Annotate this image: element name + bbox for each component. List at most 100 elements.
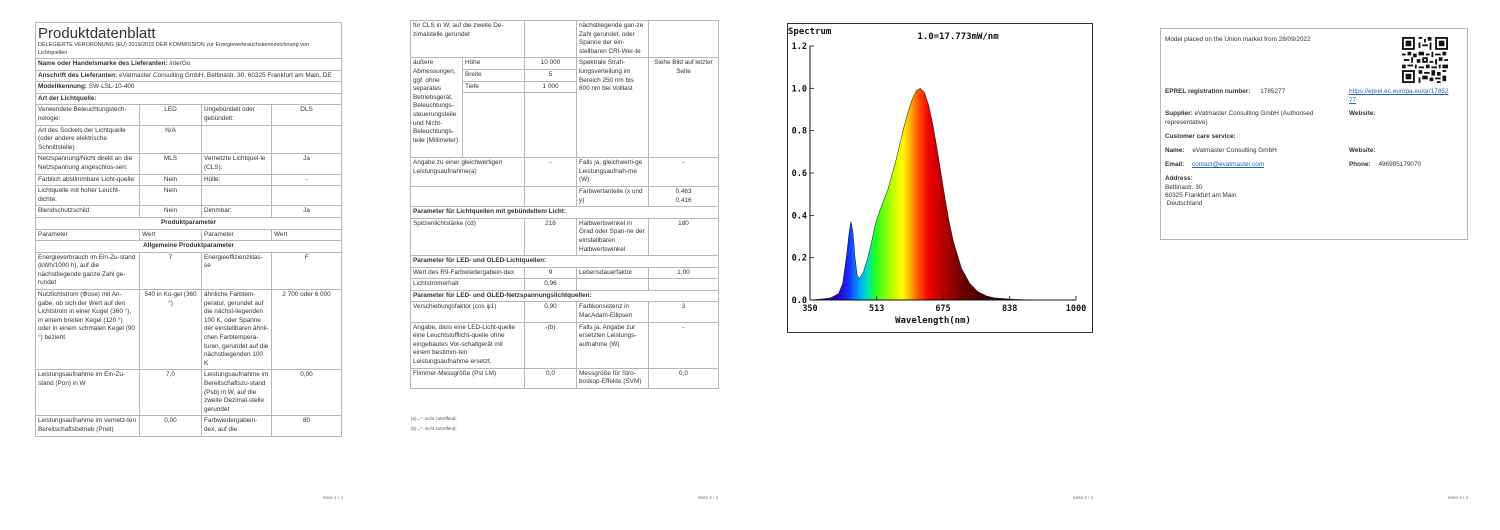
page-footer: Seite 2 / 4 [697, 495, 718, 500]
table-cell: Messgröße für Stro-boskop-Effekte (SVM) [576, 367, 649, 389]
table-cell: Wert des R9-Farbwiedergabein-dex [410, 266, 525, 280]
table-row: Farbwertanteile (x und y) 0,463 0,416 [410, 185, 719, 208]
spectrum-chart: 0.0 0.2 0.4 0.6 0.8 1.0 1.2 350 513 675 838 1000 Spe… [787, 23, 1093, 333]
table-cell: Farbwiedergabein-dex, auf die [201, 415, 272, 437]
page-footer: Seite 4 / 4 [1447, 495, 1468, 500]
x-tick-label: 513 [869, 304, 884, 314]
param-header: Parameter [35, 228, 140, 242]
table-cell: 180 [648, 217, 719, 257]
phone-label: Phone: [1349, 161, 1371, 168]
table-row: Angabe, dass eine LED-Licht-quelle eine … [410, 321, 719, 369]
page-title: Produktdatenblatt [38, 25, 156, 42]
table-cell: Leistungsaufnahme im Ein-Zu-stand (Pon) … [35, 369, 140, 417]
dim-label: Breite [462, 68, 525, 82]
table-cell: Verschiebungsfaktor (cos φ1) [410, 301, 525, 323]
product-datasheet-table-continued: für CLS in W, auf die zweite De-zimalste… [410, 19, 719, 389]
directional-params-header: Parameter für Lichtquellen mit gebündelt… [410, 206, 719, 219]
table-cell [201, 185, 272, 207]
table-row: Verwendete Beleuchtungstech-nologie: LED U… [35, 104, 343, 126]
address-label: Anschrift des Lieferanten: [38, 71, 118, 79]
dim-value: 5 [524, 68, 577, 82]
y-tick-label: 0.2 [792, 254, 807, 264]
supplier-label: Supplier: [1165, 110, 1193, 117]
x-tick-label: 838 [1002, 304, 1017, 314]
table-cell: Farblich abstimmbare Licht-quelle: [35, 173, 140, 187]
table-cell: Dimmbar: [201, 205, 272, 218]
table-cell: N/A [139, 124, 202, 155]
y-tick-label: 0.6 [792, 169, 807, 179]
table-cell: Farbkonsistenz in MacAdam-Ellipsen [576, 301, 649, 323]
table-cell [270, 185, 343, 207]
product-datasheet-table: Produktdatenblatt DELEGIERTE VERORDNUNG … [34, 22, 343, 437]
table-cell: 80 [270, 415, 343, 437]
chart-title: 1.0=17.773mW/nm [917, 32, 999, 42]
table-row: Blendschutzschild: Nein Dimmbar: Ja [35, 205, 343, 218]
table-cell: 0,00 [139, 415, 202, 437]
y-tick-label: 0.8 [792, 127, 807, 137]
table-cell: -(b) [524, 321, 577, 369]
table-cell: 0,90 [524, 301, 577, 323]
table-cell: ähnliche Farbtem-peratur, gerundet auf d… [201, 289, 272, 371]
led-mains-params-header: Parameter für LED- und OLED-Netzspannung… [410, 289, 719, 303]
table-row: Lichtstromerhalt 0,96 [410, 278, 719, 291]
table-row: für CLS in W, auf die zweite De-zimalste… [410, 19, 719, 59]
spectrum-area [809, 88, 1076, 301]
table-cell: Art des Sockels der Lichtquelle (oder an… [35, 124, 140, 155]
care-name: eVatmaster Consulting GmbH [1192, 147, 1277, 154]
table-cell: 0,96 [524, 278, 577, 291]
footnote-b: (b) „-“: nicht zutreffend; [411, 426, 457, 431]
spectral-value: Siehe Bild auf letzter Seite [648, 57, 719, 159]
table-cell: Hülle: [201, 173, 272, 187]
supplier-name-label: Name oder Handelsmarke des Lieferanten: [38, 60, 168, 67]
table-cell: Lichtquelle mit hoher Leucht-dichte: [35, 185, 140, 207]
model: SW-LSL-10-400 [88, 83, 135, 91]
dim-value: 10 000 [524, 57, 577, 70]
table-cell: Verwendete Beleuchtungstech-nologie: [35, 104, 140, 126]
eprel-link[interactable]: https://eprel.ec.europa.eu/qr/1785277 [1349, 88, 1449, 104]
table-cell: für CLS in W, auf die zweite De-zimalste… [410, 19, 525, 59]
x-tick-label: 1000 [1066, 304, 1086, 314]
eprel-label: EPREL registration number: [1165, 88, 1251, 95]
table-row: Lichtquelle mit hoher Leucht-dichte: Nein [35, 185, 343, 207]
table-cell: 216 [524, 217, 577, 257]
table-cell: Lichtstromerhalt [410, 278, 525, 291]
outer-dimensions-label: äußere Abmessungen, ggf. ohne separates … [410, 57, 463, 159]
table-cell [648, 278, 719, 291]
table-row: Spitzenlichtstärke (cd) 216 Halbwertswinke… [410, 217, 719, 257]
table-row: Leistungsaufnahme im vernetz-ten Bereits… [35, 415, 343, 437]
page-footer: Seite 3 / 4 [1072, 495, 1093, 500]
table-cell: 540 in Ku-gel (360 °) [139, 289, 202, 371]
spectral-label: Spektrale Strah-lungsverteilung im Berei… [576, 57, 649, 159]
table-row: Wert des R9-Farbwiedergabein-dex 9 Lebensd… [410, 266, 719, 280]
table-cell: Netzspannung/Nicht direkt an die Netzspa… [35, 153, 140, 175]
y-tick-label: 1.0 [792, 84, 807, 94]
table-cell: 0,00 [270, 369, 343, 417]
table-row: Flimmer-Messgröße (Pst LM) 0,0 Messgröße f… [410, 367, 719, 389]
table-cell: Vernetzte Lichtquel-le (CLS): [201, 153, 272, 175]
param-header: Wert [270, 228, 343, 242]
qr-code-icon [1402, 37, 1448, 83]
email-link[interactable]: contact@evatmaster.com [1191, 161, 1265, 168]
email-label: Email: [1165, 161, 1185, 168]
table-cell: - [270, 173, 343, 187]
phone: 496995179070 [1378, 161, 1422, 168]
product-params-header: Produktparameter [34, 216, 343, 230]
table-cell: 1,00 [648, 266, 719, 280]
market-placement: Model placed on the Union market from 28… [1165, 36, 1311, 43]
page-3: 0.0 0.2 0.4 0.6 0.8 1.0 1.2 350 513 675 838 1000 Spe… [750, 0, 1125, 530]
table-cell: Nein [139, 173, 202, 187]
param-header: Parameter [201, 228, 272, 242]
table-cell: Nein [139, 185, 202, 207]
table-cell: 9 [524, 266, 577, 280]
table-cell [270, 124, 343, 155]
table-cell [201, 124, 272, 155]
chart-header: Spectrum [788, 27, 832, 37]
table-cell: 3 [648, 301, 719, 323]
y-tick-label: 1.2 [792, 42, 807, 52]
table-cell: nächstliegende gan-ze Zahl gerundet, ode… [576, 19, 649, 59]
table-cell: 7 [139, 251, 202, 291]
table-cell: MLS [139, 153, 202, 175]
page-footer: Seite 1 / 4 [322, 495, 343, 500]
table-cell: Ja [270, 153, 343, 175]
x-tick-label: 675 [935, 304, 950, 314]
